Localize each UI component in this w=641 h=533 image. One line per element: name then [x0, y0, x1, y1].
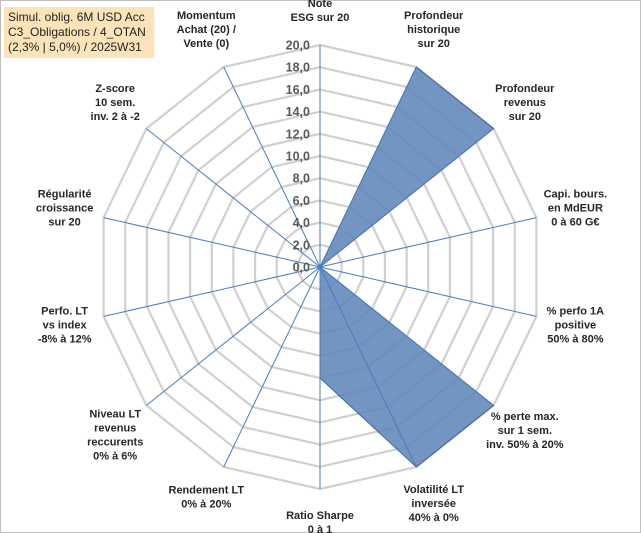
axis-spoke — [319, 217, 537, 268]
axis-spoke — [223, 266, 321, 468]
chart-title-box: Simul. oblig. 6M USD Acc C3_Obligations … — [4, 7, 154, 58]
category-label: % perte max. sur 1 sem. inv. 50% à 20% — [486, 411, 564, 451]
axis-spoke — [103, 217, 321, 268]
category-label: Z-score 10 sem. inv. 2 à -2 — [91, 83, 140, 123]
category-label: Ratio Sharpe 0 à 1 — [286, 510, 354, 533]
tick-label: 12,0 — [286, 127, 310, 141]
category-label: % perfo 1A positive 50% à 80% — [547, 306, 605, 346]
axis-spoke — [319, 266, 537, 317]
category-label: Niveau LT revenus reccurents 0% à 6% — [87, 408, 143, 462]
title-line-3: (2,3% | 5,0%) / 2025W31 — [8, 40, 142, 54]
category-label: Profondeur historique sur 20 — [404, 10, 464, 50]
category-label: Capi. bours. en MdEUR 0 à 60 G€ — [544, 189, 608, 229]
category-label: Perfo. LT vs index -8% à 12% — [38, 306, 92, 346]
tick-label: 2,0 — [293, 238, 310, 252]
category-label: Régularité croissance sur 20 — [36, 189, 93, 229]
axis-spoke — [319, 266, 494, 406]
tick-label: 18,0 — [286, 61, 310, 75]
axis-spoke — [319, 266, 417, 468]
category-label: Momentum Achat (20) / Vente (0) — [177, 10, 236, 50]
title-line-1: Simul. oblig. 6M USD Acc — [8, 10, 145, 24]
tick-label: 14,0 — [286, 105, 310, 119]
category-label: Rendement LT 0% à 20% — [169, 485, 245, 511]
tick-label: 6,0 — [293, 194, 310, 208]
axis-spoke — [223, 66, 321, 268]
category-label: Volatilité LT inversée 40% à 0% — [403, 484, 464, 524]
tick-label: 20,0 — [286, 39, 310, 53]
tick-label: 16,0 — [286, 83, 310, 97]
tick-label: 10,0 — [286, 150, 310, 164]
axis-spoke — [146, 266, 321, 406]
category-label: Profondeur revenus sur 20 — [495, 83, 555, 123]
axis-spoke — [146, 128, 321, 268]
axis-spoke — [319, 66, 417, 268]
tick-label: 8,0 — [293, 172, 310, 186]
axis-spoke — [103, 266, 321, 317]
title-line-2: C3_Obligations / 4_OTAN — [8, 25, 146, 39]
tick-label: 0,0 — [293, 261, 310, 275]
axis-spoke — [319, 128, 494, 268]
tick-label: 4,0 — [293, 216, 310, 230]
category-label: Note ESG sur 20 — [291, 0, 350, 24]
